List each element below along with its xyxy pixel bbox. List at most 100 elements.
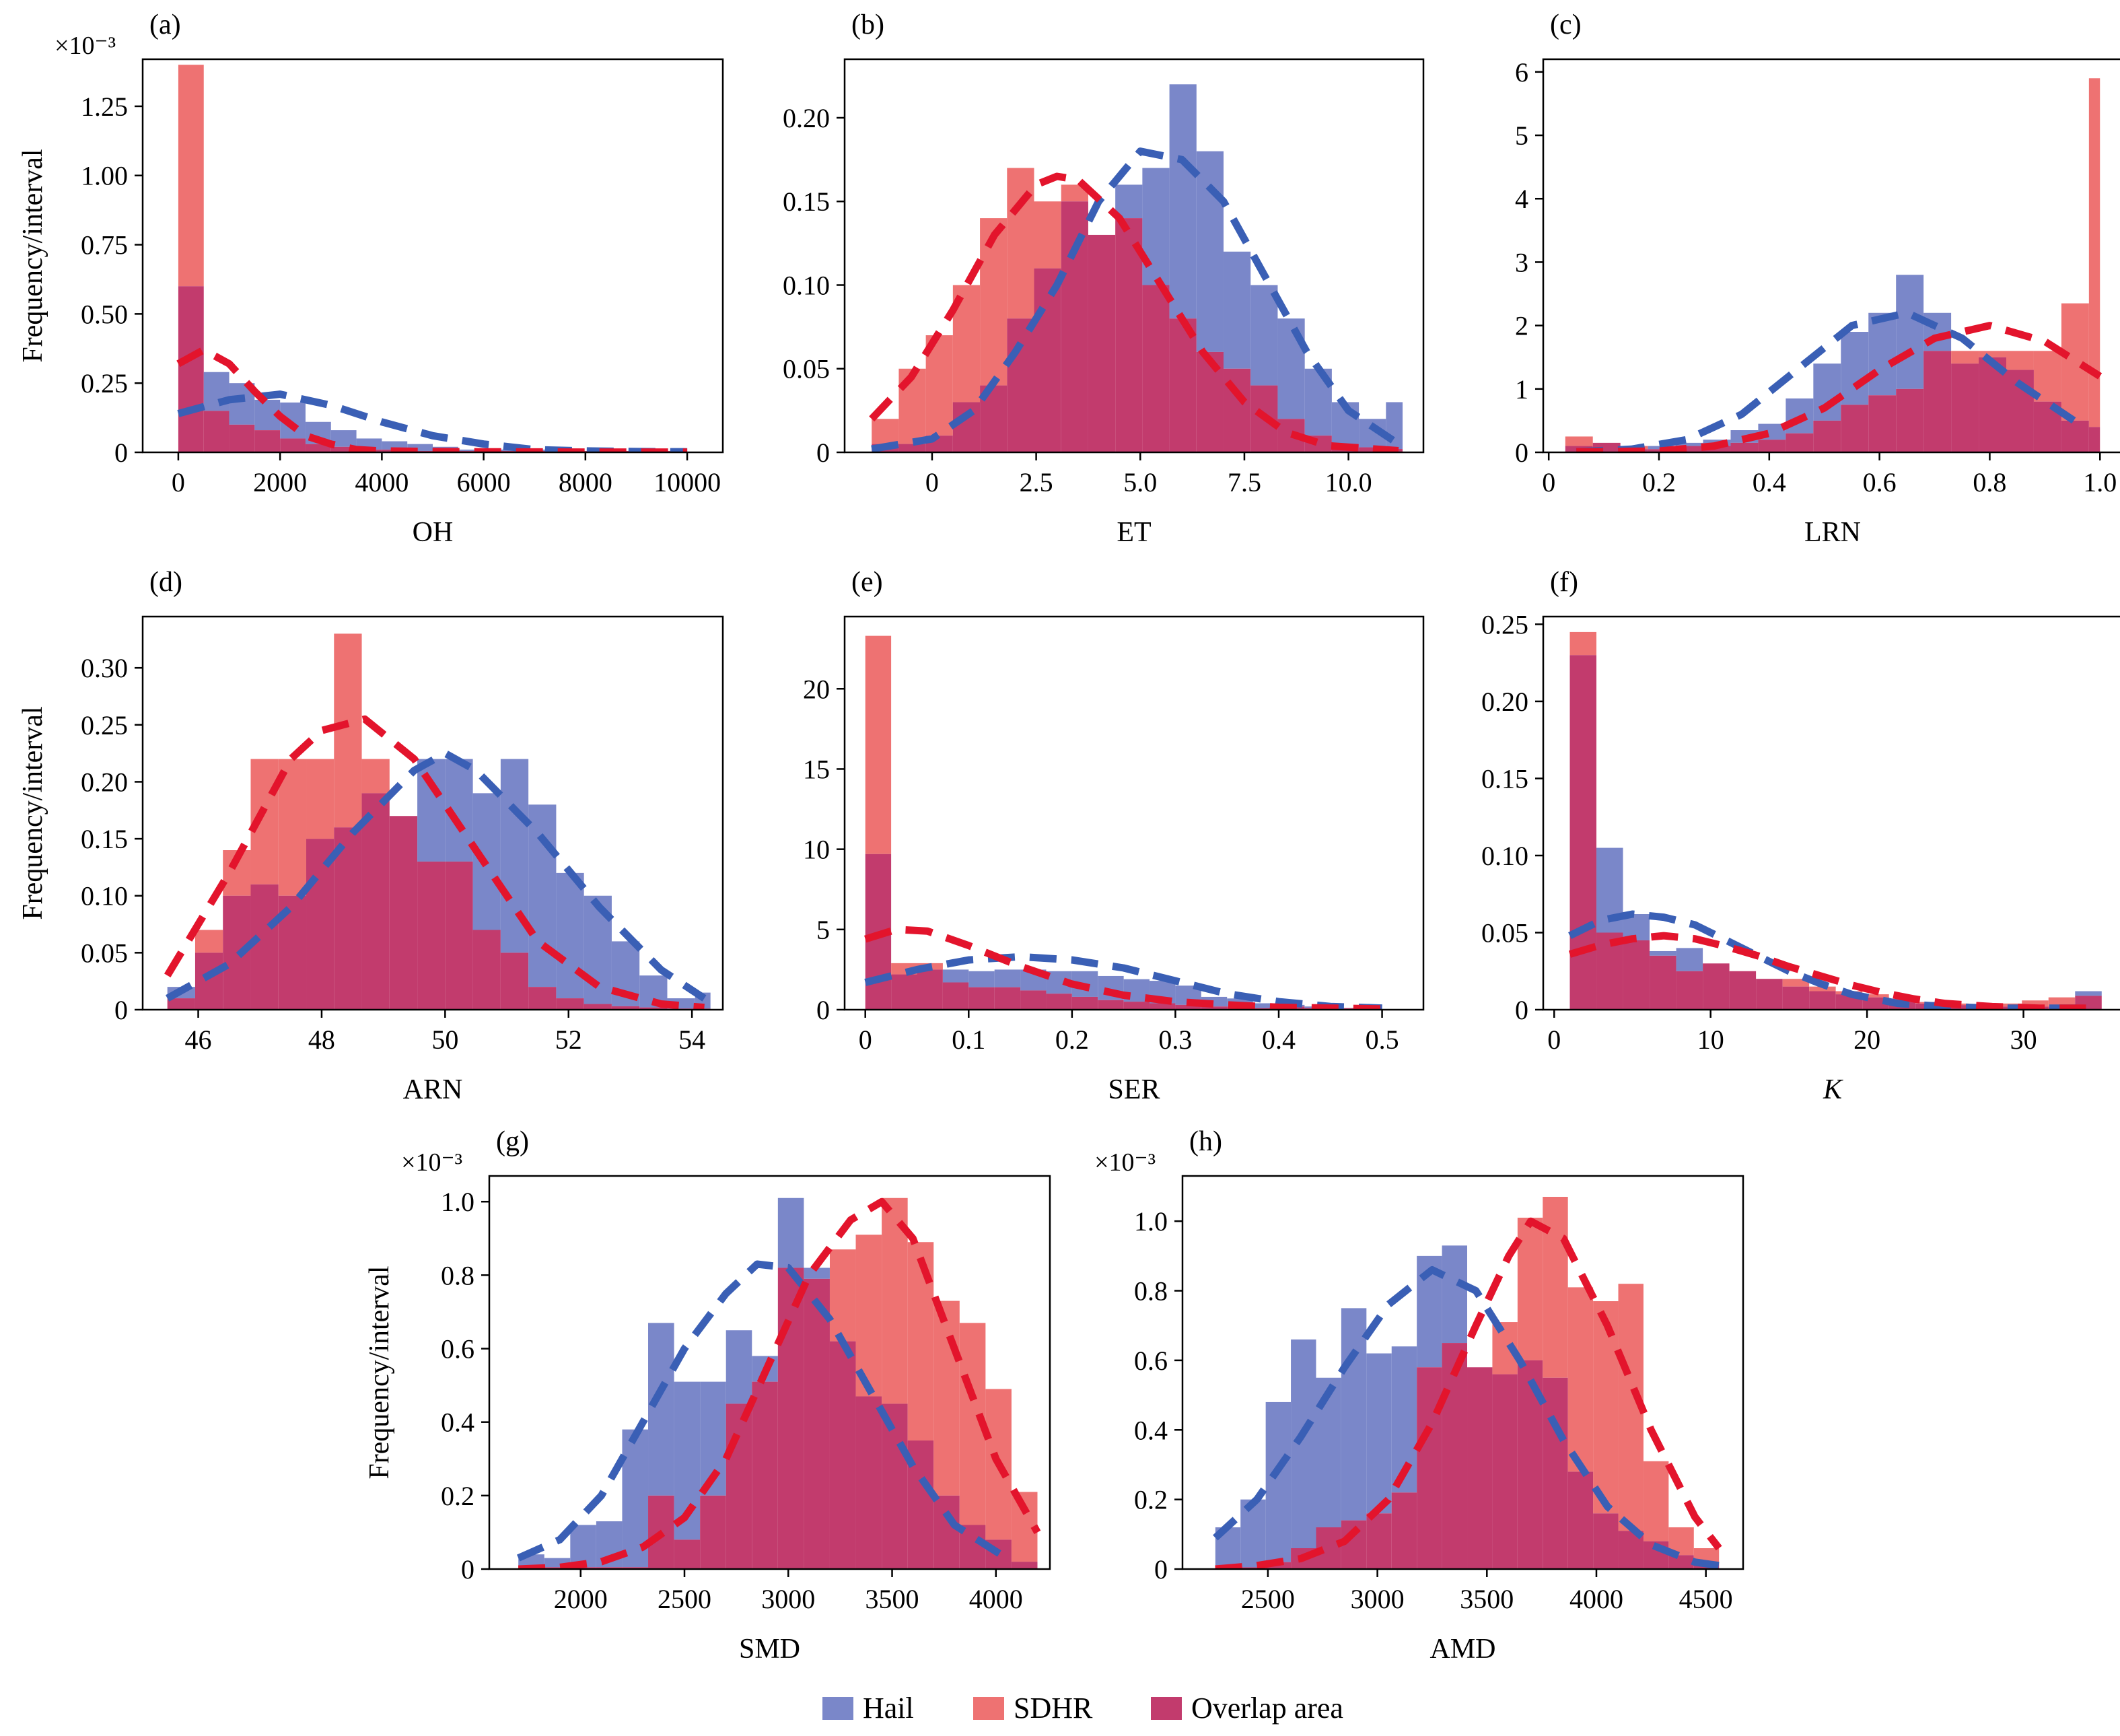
sdhr-bar xyxy=(907,1242,934,1440)
overlap-bar xyxy=(2088,427,2100,452)
overlap-bar xyxy=(1951,363,1979,452)
y-tick-label: 0.05 xyxy=(783,354,830,384)
overlap-bar xyxy=(726,1403,752,1569)
chart-panel: 2500 3000 3500 4000 4500 0 0.2 0.4 0.6 0.8 1.0 (h) A… xyxy=(1094,1126,1744,1665)
y-axis-label: Frequency/interval xyxy=(17,706,48,919)
hail-bar xyxy=(777,1197,804,1268)
x-tick-label: 2500 xyxy=(658,1584,711,1614)
hail-bar xyxy=(1250,285,1278,386)
axes-frame xyxy=(1181,1175,1744,1570)
panel-label: (a) xyxy=(149,9,181,40)
sdhr-bar xyxy=(872,419,899,444)
overlap-bar xyxy=(752,1381,778,1569)
hail-bar xyxy=(1868,312,1897,396)
overlap-bar xyxy=(1703,963,1730,1010)
sdhr-bar xyxy=(1567,1287,1594,1472)
y-tick-label: 15 xyxy=(803,754,830,784)
overlap-bar xyxy=(167,998,195,1010)
overlap-bar xyxy=(1115,218,1143,452)
overlap-bar xyxy=(959,1525,986,1569)
sdhr-fit-curve xyxy=(1215,1217,1722,1569)
hail-bar xyxy=(330,430,357,447)
plot-area xyxy=(1213,1197,1722,1569)
hail-fit-curve xyxy=(1576,309,2086,452)
x-tick-label: 0.4 xyxy=(1262,1025,1296,1055)
x-axis-label: AMD xyxy=(1429,1634,1495,1665)
overlap-bar xyxy=(777,1268,804,1569)
sdhr-fit-curve xyxy=(869,172,1399,452)
y-tick-label: 0.20 xyxy=(81,767,128,797)
y-tick-label: 10 xyxy=(803,835,830,865)
overlap-bar xyxy=(1061,201,1088,452)
axes-frame xyxy=(1542,615,2120,1011)
y-tick-label: 0.15 xyxy=(783,186,830,217)
y-tick-label: 4 xyxy=(1515,184,1528,214)
x-tick-label: 3000 xyxy=(1351,1584,1405,1614)
overlap-bar xyxy=(1492,1374,1518,1569)
overlap-bar xyxy=(334,827,362,1010)
x-tick-label: 4500 xyxy=(1679,1584,1733,1614)
hail-bar xyxy=(968,971,995,987)
sdhr-fit-curve xyxy=(164,715,705,1010)
overlap-bar xyxy=(1896,388,1924,452)
sdhr-bar xyxy=(1782,979,1810,987)
x-tick-label: 0 xyxy=(172,467,185,497)
y-tick-label: 1.00 xyxy=(81,161,128,191)
y-tick-label: 0 xyxy=(114,438,128,468)
x-tick-label: 0.3 xyxy=(1158,1025,1192,1055)
overlap-bar xyxy=(829,1341,856,1569)
hail-bar xyxy=(726,1330,752,1404)
y-tick-label: 0.25 xyxy=(81,368,128,398)
x-tick-label: 50 xyxy=(431,1025,458,1055)
overlap-bar xyxy=(1442,1343,1468,1569)
overlap-bar xyxy=(1123,1002,1150,1010)
chart-panel: 46 48 50 52 54 0 0.05 0.10 0.15 0.20 0.25 0.30 (d) AR… xyxy=(17,567,724,1105)
overlap-bar xyxy=(968,987,995,1010)
axes-frame xyxy=(843,615,1425,1011)
y-tick-label: 2 xyxy=(1515,311,1528,341)
y-tick-label: 0.2 xyxy=(1134,1485,1168,1515)
chart-panel: 0 0.2 0.4 0.6 0.8 1.0 0 1 2 3 4 5 6 (c) LRN xyxy=(1515,9,2120,548)
x-tick-label: 30 xyxy=(2010,1025,2037,1055)
sdhr-bar xyxy=(1979,351,2006,357)
overlap-bar xyxy=(250,884,279,1010)
hail-bar xyxy=(1841,332,1869,405)
overlap-bar xyxy=(1730,442,1759,452)
hail-bar xyxy=(528,804,557,987)
y-tick-label: 0.20 xyxy=(1481,687,1528,717)
x-tick-label: 2500 xyxy=(1241,1584,1295,1614)
overlap-bar xyxy=(1676,971,1703,1010)
sdhr-bar xyxy=(1565,436,1593,446)
overlap-bar xyxy=(1071,996,1098,1010)
x-tick-label: 54 xyxy=(678,1025,705,1055)
overlap-bar xyxy=(1391,1492,1417,1569)
hail-bar xyxy=(1366,1353,1392,1514)
overlap-bar xyxy=(1862,997,1889,1010)
x-tick-label: 20 xyxy=(1853,1025,1880,1055)
hail-bar xyxy=(407,444,433,451)
y-tick-label: 0.4 xyxy=(1134,1415,1168,1445)
x-tick-label: 3500 xyxy=(865,1584,919,1614)
overlap-bar xyxy=(855,1396,882,1569)
sdhr-bar xyxy=(278,759,307,896)
overlap-bar xyxy=(1011,1562,1038,1569)
overlap-bar xyxy=(2061,420,2089,452)
overlap-bar xyxy=(1543,1377,1568,1569)
y-tick-label: 0.30 xyxy=(81,653,128,683)
y-tick-label: 0.05 xyxy=(1481,917,1528,948)
sdhr-bar xyxy=(1862,994,1889,998)
chart-panel: 0 0.1 0.2 0.3 0.4 0.5 0 5 10 15 20 (e) SER xyxy=(803,567,1425,1105)
hail-bar xyxy=(1115,184,1143,219)
hail-bar xyxy=(1386,402,1403,450)
sdhr-bar xyxy=(829,1249,856,1342)
axes-frame xyxy=(141,615,724,1011)
overlap-bar xyxy=(1366,1513,1392,1569)
legend-label-hail: Hail xyxy=(863,1692,914,1725)
hail-bar xyxy=(1252,1003,1279,1008)
overlap-bar xyxy=(229,424,255,452)
x-tick-label: 7.5 xyxy=(1228,467,1261,497)
overlap-bar xyxy=(1034,268,1061,452)
overlap-bar xyxy=(1868,395,1897,452)
y-tick-label: 5 xyxy=(1515,120,1528,151)
x-tick-label: 10 xyxy=(1697,1025,1724,1055)
